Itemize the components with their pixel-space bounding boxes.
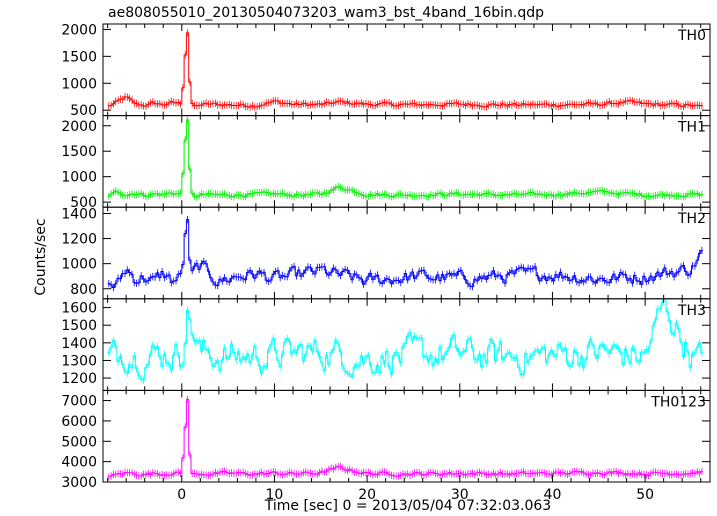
x-tick-label: 30 <box>451 487 469 503</box>
panel-label-th2: TH2 <box>677 211 706 227</box>
y-tick-label: 1500 <box>61 49 97 65</box>
y-tick-label: 800 <box>70 282 97 298</box>
y-tick-label: 7000 <box>61 394 97 410</box>
panel-label-th0: TH0 <box>677 28 706 44</box>
panel-th2: 800 1000 1200 1400 TH2 <box>61 206 711 300</box>
x-tick-label: 10 <box>266 487 284 503</box>
y-axis-label: Counts/sec <box>33 218 49 295</box>
y-tick-label: 1200 <box>61 371 97 387</box>
y-tick-label: 1500 <box>61 144 97 160</box>
series-line-th0123 <box>107 398 703 478</box>
panel-frame <box>102 298 711 391</box>
x-axis-label: Time [sec] 0 = 2013/05/04 07:32:03.063 <box>264 498 551 514</box>
series-line-th1 <box>107 119 703 198</box>
panel-th1: 500 1000 1500 2000 TH1 <box>61 115 711 211</box>
y-tick-label: 500 <box>70 195 97 211</box>
y-tick-label: 1000 <box>61 76 97 92</box>
y-tick-label: 2000 <box>61 119 97 135</box>
y-tick-label: 6000 <box>61 414 97 430</box>
panel-label-th3: TH3 <box>677 303 706 319</box>
x-tick-label: 50 <box>636 487 654 503</box>
panel-frame <box>102 206 711 300</box>
series-line-th3 <box>107 298 703 381</box>
series-line-th2 <box>107 219 703 289</box>
x-tick-label: 40 <box>544 487 562 503</box>
panel-frame <box>102 23 711 117</box>
y-tick-label: 4000 <box>61 455 97 471</box>
y-tick-label: 1400 <box>61 336 97 352</box>
y-tick-label: 1000 <box>61 170 97 186</box>
chart-title: ae808055010_20130504073203_wam3_bst_4ban… <box>108 5 544 21</box>
panel-frame <box>102 115 711 208</box>
y-tick-label: 1500 <box>61 318 97 334</box>
y-tick-label: 3000 <box>61 475 97 491</box>
series-line-th0 <box>107 32 703 108</box>
panel-th0123: 3000 4000 5000 6000 7000 TH0123 <box>61 389 711 491</box>
panel-label-th0123: TH0123 <box>650 394 706 410</box>
x-tick-label: 20 <box>358 487 376 503</box>
y-tick-label: 1300 <box>61 353 97 369</box>
panel-frame <box>102 389 711 483</box>
errorbars-th2 <box>108 215 703 292</box>
x-tick-label: 0 <box>177 487 186 503</box>
y-tick-label: 2000 <box>61 22 97 38</box>
y-tick-label: 5000 <box>61 434 97 450</box>
panel-label-th1: TH1 <box>677 120 706 136</box>
y-tick-label: 1400 <box>61 206 97 222</box>
y-tick-label: 1600 <box>61 301 97 317</box>
panel-th0: 500 1000 1500 2000 TH0 <box>61 22 711 119</box>
y-tick-label: 500 <box>70 103 97 119</box>
errorbars-th0 <box>108 29 703 111</box>
y-tick-label: 1200 <box>61 232 97 248</box>
errorbars-th0123 <box>108 395 703 481</box>
y-tick-label: 1000 <box>61 257 97 273</box>
errorbars-th1 <box>108 116 703 201</box>
